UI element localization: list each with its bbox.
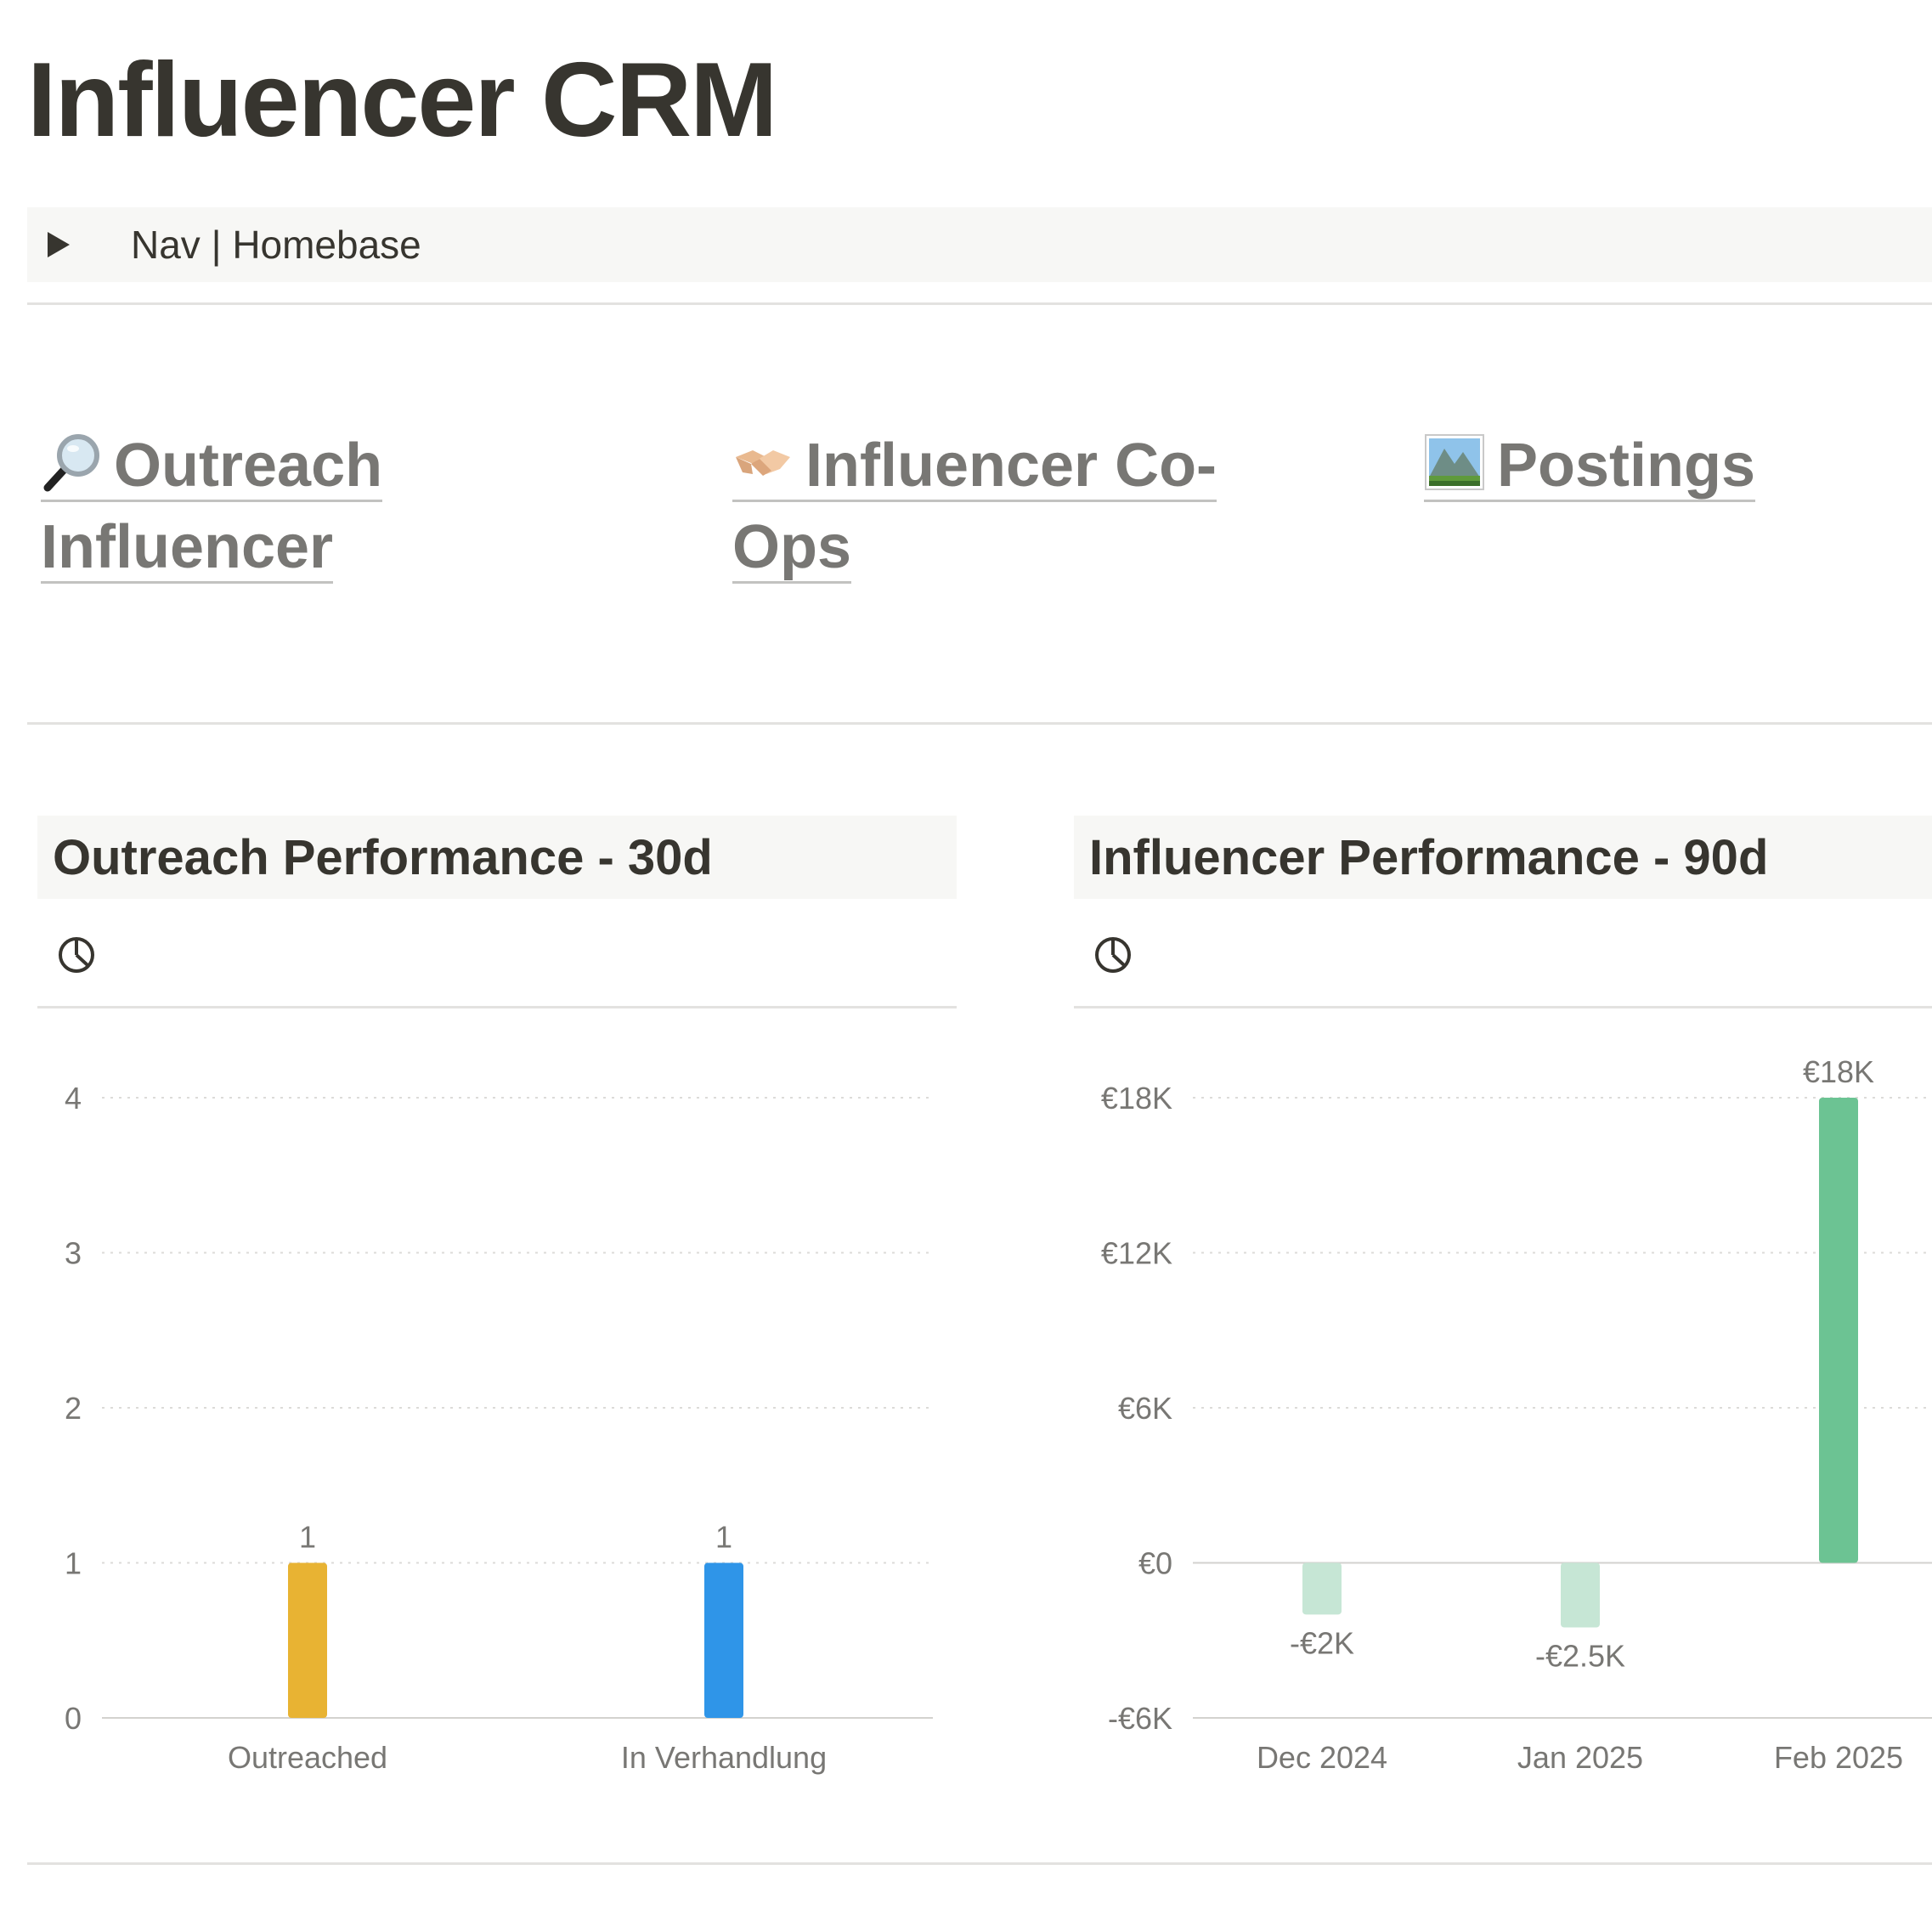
link-influencer-co-ops[interactable]: Influencer Co- Ops: [732, 425, 1259, 588]
outreach-panel-title: Outreach Performance - 30d: [53, 829, 713, 885]
link-label-line1[interactable]: Influencer Co-: [805, 432, 1217, 500]
y-tick-label: 0: [65, 1701, 82, 1736]
triangle-right-icon[interactable]: [48, 232, 90, 257]
divider: [37, 1006, 957, 1008]
link-label-line2[interactable]: Ops: [732, 513, 852, 584]
handshake-icon: [736, 450, 790, 476]
link-label-line2[interactable]: Influencer: [41, 513, 334, 584]
divider: [27, 722, 1932, 725]
data-label: 1: [299, 1520, 316, 1555]
y-tick-label: 1: [65, 1546, 82, 1581]
outreach-bar-chart: 0 1 2 3 4 1 Outreached 1 In Verhandlung: [65, 1081, 933, 1775]
x-tick-label: Feb 2025: [1774, 1740, 1903, 1775]
outreach-panel-header: Outreach Performance - 30d: [37, 816, 957, 899]
nav-toggle[interactable]: Nav | Homebase: [27, 207, 1932, 282]
y-tick-label: -€6K: [1108, 1701, 1172, 1736]
toggle-label: Nav | Homebase: [131, 223, 421, 267]
y-tick-label: €6K: [1118, 1391, 1172, 1426]
influencer-panel-header: Influencer Performance - 90d: [1074, 816, 1932, 899]
magnifying-glass-icon: [43, 434, 99, 492]
y-tick-label: €18K: [1101, 1081, 1172, 1116]
y-tick-label: 2: [65, 1391, 82, 1426]
x-tick-label: Dec 2024: [1257, 1740, 1387, 1775]
link-postings[interactable]: Postings: [1424, 425, 1932, 506]
data-label: 1: [715, 1520, 732, 1555]
link-outreach-influencer[interactable]: Outreach Influencer: [41, 425, 568, 588]
bar: [1819, 1098, 1858, 1563]
link-label-line1[interactable]: Postings: [1497, 432, 1756, 500]
bar: [1561, 1562, 1600, 1628]
landscape-picture-icon: [1425, 434, 1484, 490]
x-tick-label: In Verhandlung: [621, 1740, 827, 1775]
page-title: Influencer CRM: [27, 42, 777, 159]
link-label-line1[interactable]: Outreach: [114, 432, 383, 500]
y-tick-label: 3: [65, 1236, 82, 1271]
influencer-bar-chart: -€6K €0 €6K €12K €18K -€2K Dec 2024 -€2.5K Jan 2…: [1101, 1054, 1932, 1775]
y-tick-label: 4: [65, 1081, 82, 1116]
divider: [27, 1862, 1932, 1865]
data-label: €18K: [1803, 1054, 1874, 1089]
data-label: -€2.5K: [1535, 1639, 1625, 1674]
bar: [704, 1562, 743, 1718]
chart-view-icon[interactable]: [56, 935, 97, 975]
y-tick-label: €12K: [1101, 1236, 1172, 1271]
influencer-panel-title: Influencer Performance - 90d: [1089, 829, 1769, 885]
divider: [27, 302, 1932, 305]
x-tick-label: Jan 2025: [1517, 1740, 1643, 1775]
bar: [288, 1562, 327, 1718]
chart-view-icon[interactable]: [1093, 935, 1133, 975]
x-tick-label: Outreached: [228, 1740, 387, 1775]
data-label: -€2K: [1290, 1625, 1354, 1660]
y-tick-label: €0: [1138, 1546, 1172, 1581]
bar: [1302, 1562, 1342, 1615]
divider: [1074, 1006, 1932, 1008]
